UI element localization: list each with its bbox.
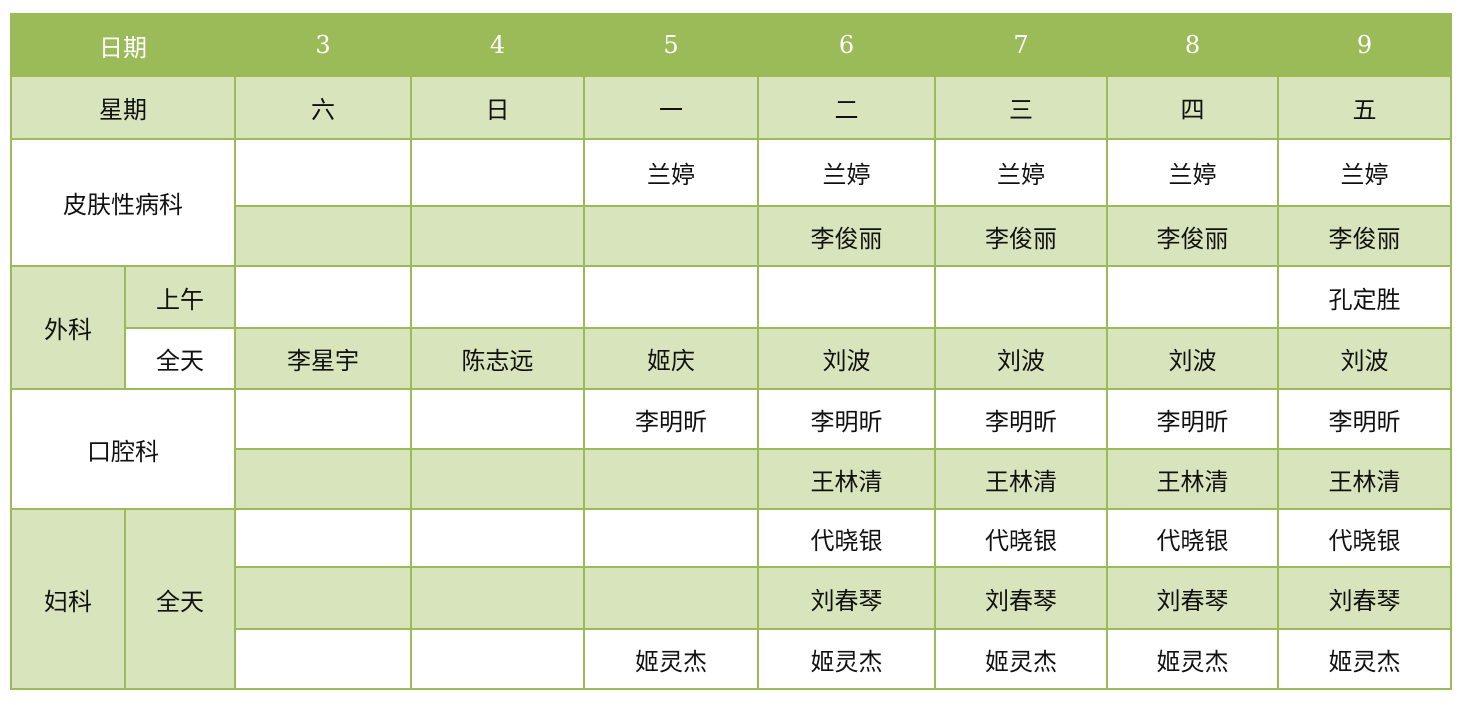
- date-cell: 5: [583, 13, 759, 77]
- doctor-cell: 李俊丽: [1106, 205, 1279, 267]
- schedule-row: 全天 李星宇 陈志远 姬庆 刘波 刘波 刘波 刘波: [11, 327, 1452, 390]
- doctor-cell: [234, 508, 412, 568]
- shift-full: 全天: [124, 327, 236, 390]
- doctor-cell: [583, 566, 759, 630]
- doctor-cell: 李明昕: [583, 388, 759, 450]
- date-cell: 7: [934, 13, 1108, 77]
- doctor-cell: 李星宇: [234, 327, 412, 390]
- date-cell: 6: [757, 13, 936, 77]
- doctor-cell: [410, 205, 585, 267]
- doctor-cell: [234, 205, 412, 267]
- doctor-cell: [234, 448, 412, 510]
- date-row: 日期 3 4 5 6 7 8 9: [10, 13, 1452, 77]
- doctor-cell: 兰婷: [583, 138, 759, 207]
- weekday-label: 星期: [10, 75, 236, 140]
- date-cell: 9: [1277, 13, 1452, 77]
- doctor-cell: [583, 205, 759, 267]
- doctor-cell: 刘波: [1277, 327, 1452, 390]
- doctor-cell: 代晓银: [1277, 508, 1452, 568]
- doctor-cell: 刘春琴: [757, 566, 936, 630]
- date-label: 日期: [10, 13, 236, 77]
- doctor-cell: 姬灵杰: [1106, 628, 1279, 690]
- schedule-row: 刘春琴 刘春琴 刘春琴 刘春琴: [11, 566, 1452, 630]
- doctor-cell: [234, 388, 412, 450]
- doctor-cell: 姬灵杰: [583, 628, 759, 690]
- date-cell: 3: [234, 13, 412, 77]
- doctor-cell: 李明昕: [1277, 388, 1452, 450]
- date-cell: 8: [1106, 13, 1279, 77]
- weekday-row: 星期六日一二三四五: [10, 75, 1452, 140]
- doctor-cell: [757, 265, 936, 329]
- doctor-cell: [234, 138, 412, 207]
- doctor-cell: 代晓银: [757, 508, 936, 568]
- doctor-cell: 刘波: [757, 327, 936, 390]
- shift-am: 上午: [124, 265, 236, 329]
- weekday-cell: 五: [1277, 75, 1452, 140]
- doctor-cell: 姬庆: [583, 327, 759, 390]
- dept-gyn: 妇科: [10, 508, 126, 690]
- doctor-cell: 姬灵杰: [1277, 628, 1452, 690]
- doctor-cell: 李明昕: [934, 388, 1108, 450]
- date-cell: 4: [410, 13, 585, 77]
- doctor-cell: [583, 265, 759, 329]
- doctor-cell: [410, 388, 585, 450]
- doctor-cell: 兰婷: [934, 138, 1108, 207]
- doctor-cell: [234, 566, 412, 630]
- doctor-cell: 刘春琴: [1277, 566, 1452, 630]
- shift-full: 全天: [124, 508, 236, 690]
- doctor-cell: 孔定胜: [1277, 265, 1452, 329]
- doctor-cell: 李明昕: [757, 388, 936, 450]
- schedule-row: 皮肤性病科 兰婷 兰婷 兰婷 兰婷 兰婷: [10, 138, 1452, 267]
- doctor-cell: 王林清: [934, 448, 1108, 510]
- doctor-cell: 兰婷: [1277, 138, 1452, 207]
- doctor-cell: 刘春琴: [1106, 566, 1279, 630]
- weekday-cell: 二: [757, 75, 936, 140]
- weekday-cell: 一: [583, 75, 759, 140]
- doctor-cell: 刘波: [934, 327, 1108, 390]
- doctor-cell: [410, 508, 585, 568]
- doctor-cell: [583, 508, 759, 568]
- doctor-cell: 李明昕: [1106, 388, 1279, 450]
- doctor-cell: 李俊丽: [1277, 205, 1452, 267]
- weekday-cell: 三: [934, 75, 1108, 140]
- doctor-cell: [410, 138, 585, 207]
- weekday-cell: 四: [1106, 75, 1279, 140]
- doctor-cell: 王林清: [1106, 448, 1279, 510]
- doctor-cell: [410, 566, 585, 630]
- schedule-row: 姬灵杰 姬灵杰 姬灵杰 姬灵杰 姬灵杰: [11, 628, 1452, 690]
- doctor-cell: 刘春琴: [934, 566, 1108, 630]
- doctor-cell: 陈志远: [410, 327, 585, 390]
- schedule-row: 口腔科 李明昕 李明昕 李明昕 李明昕 李明昕: [10, 388, 1452, 510]
- schedule-table: 日期 3 4 5 6 7 8 9 星期六日一二三四五皮肤性病科 兰婷 兰婷 兰婷 兰婷 兰婷 李俊丽 李俊丽李…: [10, 13, 1452, 690]
- schedule-row: 李俊丽 李俊丽 李俊丽 李俊丽: [11, 205, 1452, 267]
- schedule-row: 妇科 全天 代晓银 代晓银 代晓银 代晓银: [10, 508, 1452, 690]
- doctor-cell: 王林清: [757, 448, 936, 510]
- doctor-cell: 姬灵杰: [757, 628, 936, 690]
- doctor-cell: 代晓银: [934, 508, 1108, 568]
- doctor-cell: [410, 448, 585, 510]
- doctor-cell: [410, 265, 585, 329]
- dept-surgery: 外科: [10, 265, 126, 390]
- doctor-cell: [234, 265, 412, 329]
- doctor-cell: 王林清: [1277, 448, 1452, 510]
- doctor-cell: 兰婷: [1106, 138, 1279, 207]
- schedule-row: 王林清 王林清 王林清 王林清: [11, 448, 1452, 510]
- dept-dental: 口腔科: [10, 388, 236, 510]
- doctor-cell: 兰婷: [757, 138, 936, 207]
- doctor-cell: 姬灵杰: [934, 628, 1108, 690]
- doctor-cell: [234, 628, 412, 690]
- doctor-cell: 刘波: [1106, 327, 1279, 390]
- doctor-cell: [410, 628, 585, 690]
- doctor-cell: [1106, 265, 1279, 329]
- doctor-cell: 代晓银: [1106, 508, 1279, 568]
- doctor-cell: 李俊丽: [757, 205, 936, 267]
- dept-derm: 皮肤性病科: [10, 138, 236, 267]
- doctor-cell: [583, 448, 759, 510]
- schedule-row: 外科 上午 孔定胜: [10, 265, 1452, 390]
- doctor-cell: [934, 265, 1108, 329]
- weekday-cell: 日: [410, 75, 585, 140]
- doctor-cell: 李俊丽: [934, 205, 1108, 267]
- weekday-cell: 六: [234, 75, 412, 140]
